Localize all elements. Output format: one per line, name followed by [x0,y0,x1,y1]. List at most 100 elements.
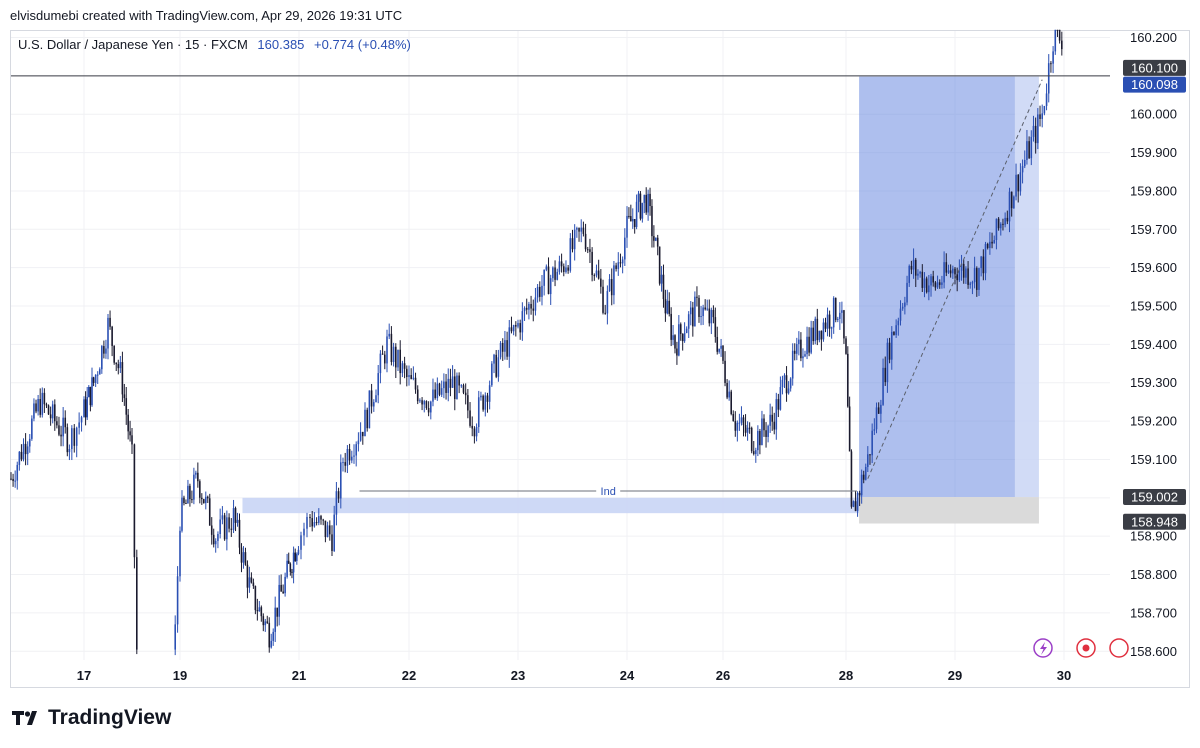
candle-body [58,425,60,435]
candle-body [1006,217,1009,222]
candle-body [174,624,176,650]
candle-body [651,206,653,237]
candle-body [837,318,839,320]
candle-body [342,462,344,464]
candle-body [775,399,778,430]
candle-body [785,375,788,394]
candle-body [744,425,747,433]
candle-body [113,345,115,363]
candle-body [660,274,663,284]
candle-body [694,296,696,327]
candle-body [381,353,384,355]
candle-body [521,311,524,333]
position-path-line [867,79,1043,479]
candle-body [858,492,861,496]
candle-body [443,381,445,389]
candle-body [897,320,900,326]
candle-body [921,271,924,288]
candle-body [300,535,302,550]
candle-body [573,229,576,250]
candle-body [882,367,884,405]
candle-body [928,285,930,293]
candle-body [619,262,622,264]
candle-body [767,425,769,437]
candle-body [600,278,602,287]
candle-body [936,282,939,288]
candle-body [810,327,812,353]
candle-body [543,269,545,286]
price-change: +0.774 (+0.48%) [314,37,411,52]
y-tick-label: 159.600 [1130,260,1177,275]
candle-body [854,501,857,512]
candle-body [373,402,375,407]
candle-body [869,454,871,456]
candle-body [203,499,205,504]
candle-body [567,267,569,271]
candle-body [822,322,825,340]
candle-body [495,354,497,377]
chart-tools [1033,638,1129,658]
candle-body [28,438,31,447]
candle-body [179,530,181,577]
candle-body [291,571,293,573]
price-tag-text: 160.100 [1131,60,1178,75]
candle-body [685,328,688,334]
candle-body [193,474,195,500]
candle-body [324,520,327,538]
candle-body [800,339,802,359]
candle-body [989,241,991,248]
candle-body [919,271,921,274]
candle-body [238,519,241,548]
candle-body [806,336,808,355]
candle-body [510,327,513,332]
candle-body [664,299,667,314]
candle-body [236,519,239,523]
candle-body [850,451,853,507]
price-chart[interactable]: Ind 160.200160.000159.900159.800159.7001… [0,0,1200,700]
candle-body [672,335,674,340]
y-tick-label: 159.900 [1130,145,1177,160]
candle-body [681,333,684,342]
candle-body [769,414,771,426]
candle-body [783,375,786,380]
candle-body [816,318,819,341]
candle-body [643,194,646,203]
candle-body [639,193,642,219]
candle-body [746,427,749,433]
candle-body [131,435,133,445]
candle-body [240,547,243,563]
candle-body [624,237,626,260]
candle-body [653,236,655,241]
candle-body [333,514,335,552]
candle-body [26,446,29,455]
candle-body [589,249,591,252]
candle-body [282,591,284,594]
candle-body [630,216,632,222]
candle-body [517,323,519,327]
candle-body [1026,141,1028,161]
candle-body [488,385,491,402]
candle-body [289,563,292,572]
candle-body [679,324,682,334]
candle-body [242,552,245,563]
candle-body [49,414,52,419]
candle-body [451,376,454,388]
candle-body [856,492,859,512]
chart-frame [10,30,1190,688]
time-axis: 17 19 21 22 23 24 26 28 29 30 [77,668,1071,683]
candle-body [628,215,630,217]
candle-body [1030,136,1033,159]
candle-body [706,308,709,310]
x-tick-label: 28 [839,668,853,683]
candle-body [899,308,902,321]
candle-body [938,282,941,285]
candle-body [923,278,926,288]
candle-body [702,307,704,317]
candle-body [956,274,958,281]
candle-body [716,336,719,352]
y-tick-label: 159.800 [1130,183,1177,198]
tradingview-logo[interactable]: TradingView [12,706,171,730]
candle-body [893,331,895,335]
symbol-legend[interactable]: U.S. Dollar / Japanese Yen · 15 · FXCM 1… [18,37,411,52]
candle-body [843,310,845,339]
